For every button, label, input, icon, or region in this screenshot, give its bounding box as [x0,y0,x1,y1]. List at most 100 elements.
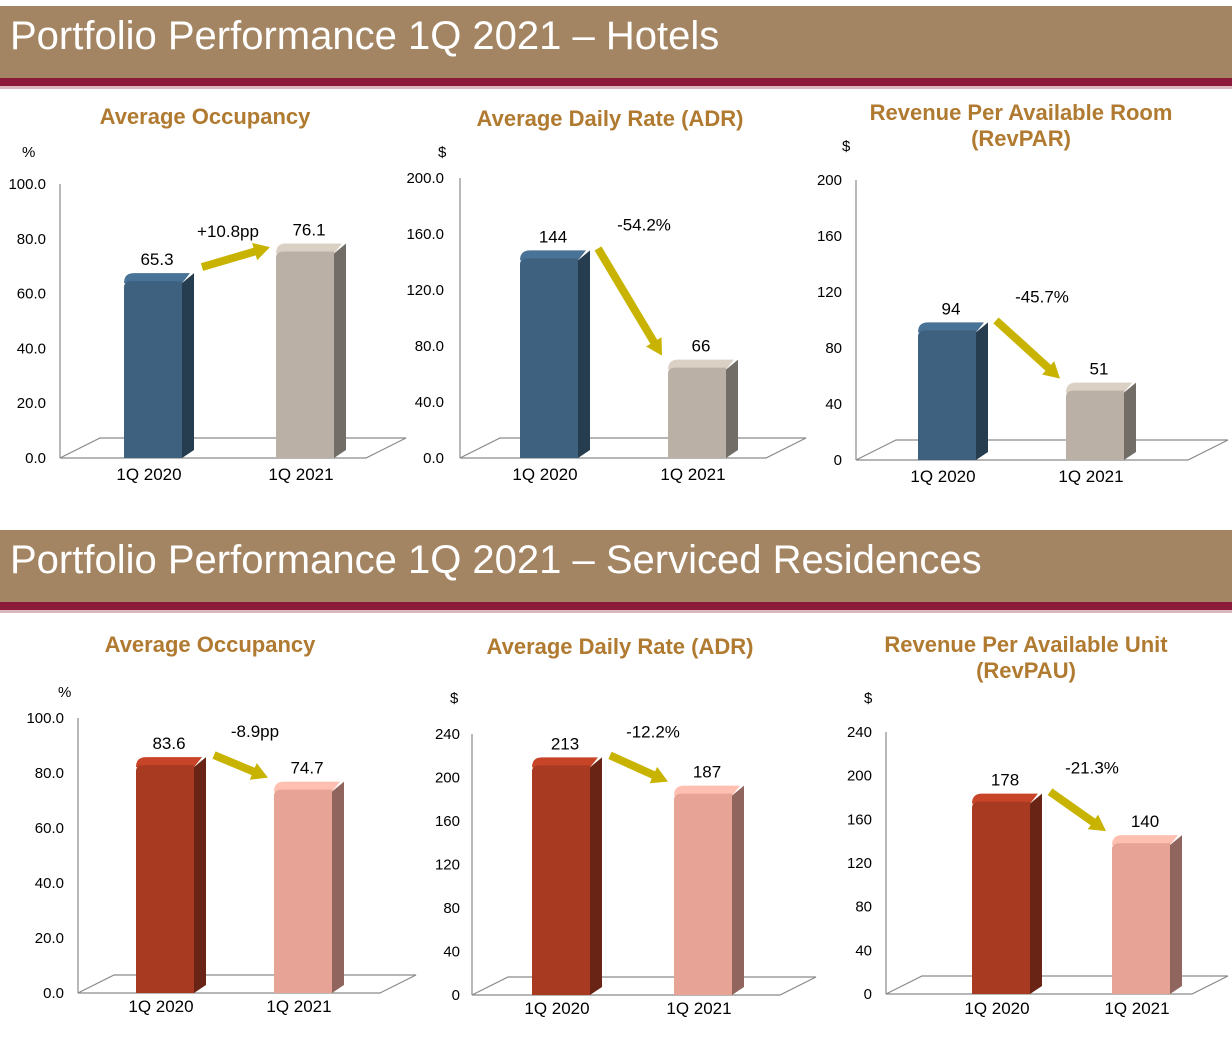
y-tick-label: 40.0 [17,340,46,357]
data-label: 144 [539,227,567,246]
bar [668,359,738,458]
bar-front-face [972,801,1030,994]
bar-front-face [1066,390,1124,460]
bar-side-face [590,757,602,995]
category-label: 1Q 2020 [964,999,1029,1018]
y-tick-label: 160.0 [406,226,444,243]
chart-title: Average Occupancy [0,632,420,658]
chart-panel-6: Revenue Per Available Unit (RevPAU) $0 40 80… [820,628,1232,1038]
data-label: 187 [693,763,721,782]
data-label: 65.3 [140,250,173,269]
chart-title-line: Average Daily Rate (ADR) [476,106,744,131]
change-label: -45.7% [1015,287,1069,306]
change-arrow-icon [200,242,270,271]
y-tick-label: 20.0 [35,930,64,947]
bar-top-face [532,757,598,768]
bar-side-face [194,757,206,993]
category-label: 1Q 2020 [512,465,577,484]
y-tick-label: 0.0 [25,450,46,467]
data-label: 51 [1090,360,1109,379]
data-label: 94 [942,299,961,318]
y-tick-label: 240 [847,724,872,741]
bar-side-face [1124,382,1136,460]
y-axis-unit: $ [864,690,873,707]
bar [276,243,346,458]
y-axis-unit: $ [450,690,459,707]
chart-title-line: Average Occupancy [104,632,316,657]
category-label: 1Q 2021 [666,999,731,1018]
bar-side-face [578,250,590,458]
y-tick-label: 40 [825,396,842,413]
chart-floor [855,439,1229,461]
category-label: 1Q 2020 [128,997,193,1016]
data-label: 83.6 [152,734,185,753]
data-label: 76.1 [292,220,325,239]
bar-chart: 0 40 80 120 160 200 240 213 1Q 2020 187 1Q 2021 -12… [435,722,817,1018]
category-label: 1Q 2021 [660,465,725,484]
bar-side-face [334,243,346,458]
y-tick-label: 200.0 [406,170,444,187]
bar-side-face [732,785,744,995]
y-tick-label: 80 [855,899,872,916]
y-tick-label: 120 [847,855,872,872]
y-tick-label: 200 [435,770,460,787]
chart-title-line: Revenue Per Available Room [869,100,1173,125]
bar-front-face [520,258,578,458]
bar [1112,835,1182,994]
chart-panel-3: Revenue Per Available Room (RevPAR) $0 40 80… [810,100,1232,510]
y-axis-unit: % [22,144,36,161]
y-tick-label: 80 [825,340,842,357]
y-tick-label: 0.0 [43,985,64,1002]
chart-title-line: Average Daily Rate (ADR) [486,634,754,659]
hotels-section-title: Portfolio Performance 1Q 2021 – Hotels [10,14,720,58]
bar [918,322,988,460]
y-tick-label: 120.0 [406,282,444,299]
chart-floor [459,437,807,459]
bar [532,757,602,995]
bar-front-face [124,281,182,458]
hotels-section-banner: Portfolio Performance 1Q 2021 – Hotels [0,6,1232,86]
category-label: 1Q 2020 [524,999,589,1018]
bar [674,785,744,995]
y-tick-label: 0 [864,986,872,1003]
bar-top-face [1066,382,1132,393]
y-tick-label: 60.0 [35,820,64,837]
chart-title: Average Daily Rate (ADR) [410,106,810,132]
bar-chart: 0 40 80 120 160 200 240 178 1Q 2020 140 1Q 2021 -21… [847,724,1229,1018]
y-tick-label: 200 [847,768,872,785]
bar-front-face [1112,843,1170,994]
bar-front-face [276,251,334,458]
y-tick-label: 100.0 [8,176,46,193]
bar-top-face [1112,835,1178,846]
chart-title: Revenue Per Available Room (RevPAR) [810,100,1232,152]
y-tick-label: 80.0 [35,765,64,782]
change-arrow-icon [993,317,1060,379]
chart-title: Revenue Per Available Unit (RevPAU) [820,632,1232,684]
bar-side-face [976,322,988,460]
chart-panel-4: Average Occupancy% 0.0 20.0 40.0 60.0 80.0 100… [0,628,420,1038]
data-label: 66 [692,337,711,356]
change-label: -54.2% [617,215,671,234]
bar-front-face [136,765,194,993]
chart-floor [59,437,407,459]
bar [136,757,206,993]
bar [520,250,590,458]
chart-floor [471,976,817,996]
change-label: +10.8pp [197,222,259,241]
bar-top-face [136,757,202,768]
y-tick-label: 120 [435,857,460,874]
change-arrow-icon [1047,788,1106,832]
bar-chart: 0.0 40.0 80.0 120.0 160.0 200.0 144 1Q 2020 66 1Q… [406,170,807,484]
y-tick-label: 120 [817,284,842,301]
change-label: -8.9pp [231,722,279,741]
category-label: 1Q 2021 [268,465,333,484]
y-tick-label: 100.0 [26,710,64,727]
bar-front-face [532,765,590,995]
bar-chart: 0 40 80 120 160 200 94 1Q 2020 51 1Q 2021 -45.7% [817,172,1229,486]
y-tick-label: 40.0 [415,394,444,411]
y-tick-label: 80.0 [415,338,444,355]
serviced-residences-section-banner: Portfolio Performance 1Q 2021 – Serviced… [0,530,1232,610]
serviced-residences-section-title: Portfolio Performance 1Q 2021 – Serviced… [10,538,982,582]
bar [1066,382,1136,460]
chart-title-line: (RevPAR) [971,126,1071,151]
